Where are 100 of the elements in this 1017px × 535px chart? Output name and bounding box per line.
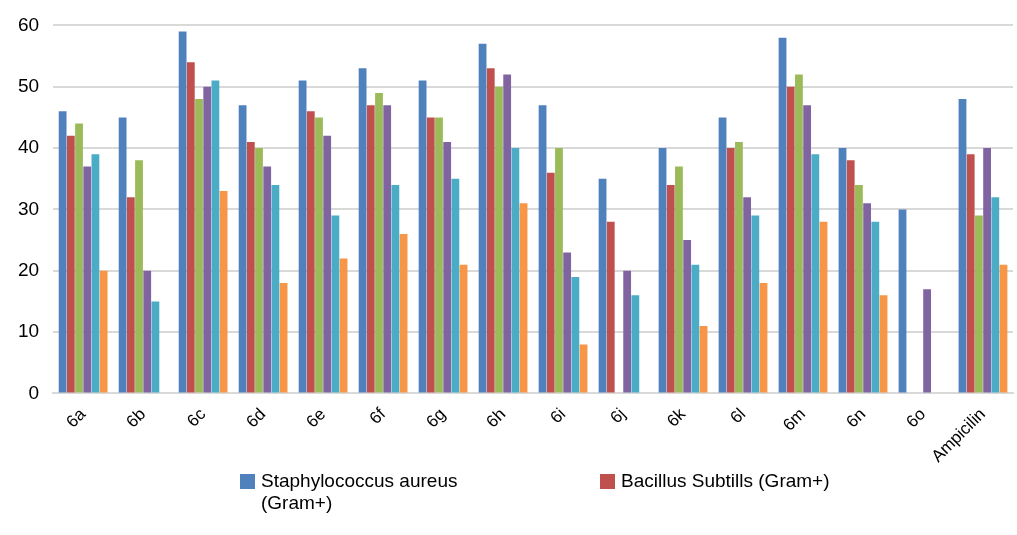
bar [91, 154, 100, 393]
x-tick-label: 6o [902, 404, 930, 432]
bar [579, 344, 588, 393]
bar [863, 203, 872, 393]
bar [375, 92, 383, 393]
bar [846, 160, 855, 393]
x-tick-label: 6d [242, 404, 270, 432]
y-tick-label: 40 [17, 136, 40, 158]
bar [255, 148, 263, 393]
bar [778, 37, 787, 393]
y-tick-label: 10 [17, 320, 40, 342]
x-tick-label: 6a [62, 404, 90, 432]
bar [143, 270, 152, 393]
bar [966, 154, 975, 393]
x-tick-label: 6k [663, 404, 690, 431]
bar [743, 197, 752, 393]
bar [503, 74, 512, 393]
bar [683, 240, 692, 393]
bar [511, 148, 520, 393]
x-tick-label: 6c [183, 404, 210, 431]
bar [263, 166, 272, 393]
bar [323, 135, 332, 393]
bar [366, 105, 375, 393]
y-tick-label: 60 [17, 13, 40, 35]
bar [178, 31, 187, 393]
y-tick-label: 0 [28, 381, 40, 403]
bar [83, 166, 92, 393]
bar [546, 172, 555, 393]
bar [418, 80, 427, 393]
bar [211, 80, 220, 393]
bar [871, 221, 880, 393]
bar [958, 99, 967, 393]
bar [451, 178, 460, 393]
bar [219, 191, 228, 393]
bar [426, 117, 435, 393]
bar [975, 215, 983, 393]
y-tick-label: 30 [17, 197, 40, 219]
bar [298, 80, 307, 393]
bar [759, 283, 768, 393]
bar [435, 117, 443, 393]
legend-label: Bacillus Subtills (Gram+) [621, 470, 831, 492]
bar [519, 203, 528, 393]
bar [606, 221, 615, 393]
bar [99, 270, 108, 393]
bar [658, 148, 667, 393]
bar [555, 148, 563, 393]
bar [383, 105, 392, 393]
x-tick-label: 6n [842, 404, 870, 432]
bar [195, 99, 203, 393]
bar [675, 166, 683, 393]
bar [538, 105, 547, 393]
y-tick-label: 50 [17, 74, 40, 96]
legend-label: Staphylococcus aureus (Gram+) [261, 470, 459, 514]
bar [631, 295, 640, 393]
x-tick-label: 6h [482, 404, 510, 432]
bar [151, 301, 160, 393]
bar [358, 68, 367, 393]
bar [279, 283, 288, 393]
x-tick-label: 6e [302, 404, 330, 432]
bar [563, 252, 572, 393]
bar [786, 86, 795, 393]
x-tick-label: 6b [122, 404, 150, 432]
bar [666, 184, 675, 393]
bar [855, 184, 863, 393]
bar [443, 141, 452, 393]
x-tick-label: 6i [546, 404, 570, 428]
bar [991, 197, 1000, 393]
bar [735, 141, 743, 393]
bar [495, 86, 503, 393]
bar [571, 276, 580, 393]
bar [838, 148, 847, 393]
bar [983, 148, 991, 393]
x-tick-label: 6m [779, 404, 810, 435]
y-tick-label: 20 [17, 259, 40, 281]
bar [391, 184, 400, 393]
bar [58, 111, 67, 393]
bar [795, 74, 803, 393]
bar [623, 270, 632, 393]
bar [478, 43, 487, 393]
bar [75, 123, 83, 393]
bar [271, 184, 280, 393]
bar [923, 289, 932, 393]
bar [186, 62, 195, 393]
bar [399, 233, 408, 393]
bar [691, 264, 700, 393]
bar [879, 295, 888, 393]
bar [238, 105, 247, 393]
bar [135, 160, 143, 393]
bar [726, 148, 735, 393]
bar [718, 117, 727, 393]
bar [246, 141, 255, 393]
bar [306, 111, 315, 393]
bar [598, 178, 607, 393]
bar [486, 68, 495, 393]
bar [315, 117, 323, 393]
bar [811, 154, 820, 393]
x-tick-label: 6l [726, 404, 750, 428]
bar [803, 105, 812, 393]
bar [203, 86, 212, 393]
x-tick-label: 6j [606, 404, 630, 428]
